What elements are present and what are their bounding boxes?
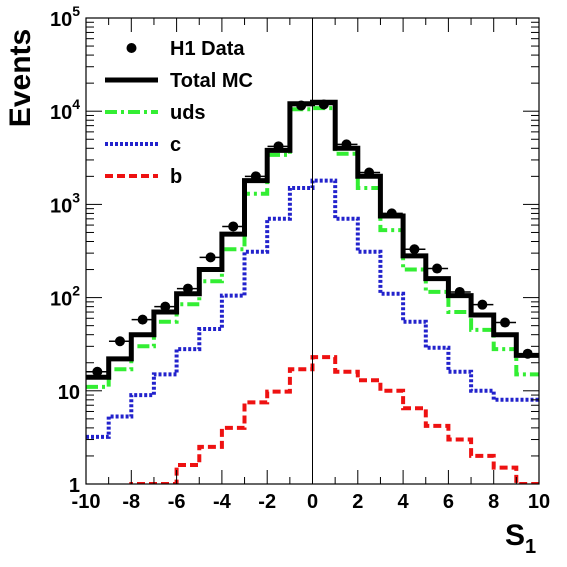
y-tick-label-base: 10 xyxy=(50,9,72,31)
x-tick-label: 10 xyxy=(528,491,550,513)
y-tick-label: 103 xyxy=(50,189,80,217)
data-point xyxy=(250,171,261,182)
legend-marker-h1-data xyxy=(126,43,137,53)
legend: H1 Data Total MC uds cb xyxy=(105,38,253,188)
data-point xyxy=(205,252,216,263)
data-point xyxy=(228,221,239,232)
y-tick-label-base: 10 xyxy=(50,102,72,124)
data-point xyxy=(92,366,103,377)
data-point xyxy=(409,244,420,255)
data-point xyxy=(296,100,307,111)
legend-label-total-mc: Total MC xyxy=(170,70,253,92)
data-point xyxy=(341,139,352,150)
data-point xyxy=(182,283,193,294)
y-tick-label-exponent: 3 xyxy=(72,189,80,205)
data-points-layer xyxy=(86,99,539,377)
data-point xyxy=(477,299,488,310)
data-point xyxy=(318,99,329,110)
data-point xyxy=(160,301,171,312)
data-point xyxy=(364,167,375,178)
data-point xyxy=(137,314,148,325)
y-tick-label: 105 xyxy=(50,3,80,31)
y-tick-label: 1 xyxy=(69,475,80,497)
x-tick-label: 6 xyxy=(443,491,454,513)
x-axis-title-subscript: 1 xyxy=(525,536,536,558)
y-tick-label: 104 xyxy=(50,96,80,124)
x-tick-label: -4 xyxy=(213,491,232,513)
y-tick-label-exponent: 5 xyxy=(72,3,80,19)
x-tick-label: 0 xyxy=(307,491,318,513)
x-axis-title: S1 xyxy=(505,519,536,558)
y-tick-label-base: 10 xyxy=(50,289,72,311)
legend-label-b: b xyxy=(170,166,182,188)
y-tick-label-exponent: 2 xyxy=(72,283,80,299)
y-tick-label-exponent: 4 xyxy=(72,96,80,112)
x-tick-label: -2 xyxy=(258,491,276,513)
data-point xyxy=(114,336,125,347)
y-axis-title: Events xyxy=(4,29,37,127)
x-tick-label: -8 xyxy=(122,491,140,513)
legend-label-c: c xyxy=(170,134,181,156)
x-axis-title-main: S xyxy=(505,519,525,552)
data-point xyxy=(522,348,533,359)
x-tick-label: -10 xyxy=(72,491,101,513)
x-tick-label: 2 xyxy=(352,491,363,513)
y-tick-label: 10 xyxy=(58,382,80,404)
y-tick-label: 102 xyxy=(50,283,80,311)
data-point xyxy=(500,317,511,328)
legend-label-uds: uds xyxy=(170,102,206,124)
x-tick-label: -6 xyxy=(168,491,186,513)
data-point xyxy=(273,141,284,152)
series-uds-line xyxy=(86,106,539,389)
y-tick-label-base: 10 xyxy=(50,195,72,217)
x-tick-label: 4 xyxy=(398,491,410,513)
legend-label-h1-data: H1 Data xyxy=(170,38,245,60)
data-point xyxy=(454,286,465,297)
data-point xyxy=(386,208,397,219)
data-point xyxy=(432,263,443,274)
x-tick-label: 8 xyxy=(488,491,499,513)
